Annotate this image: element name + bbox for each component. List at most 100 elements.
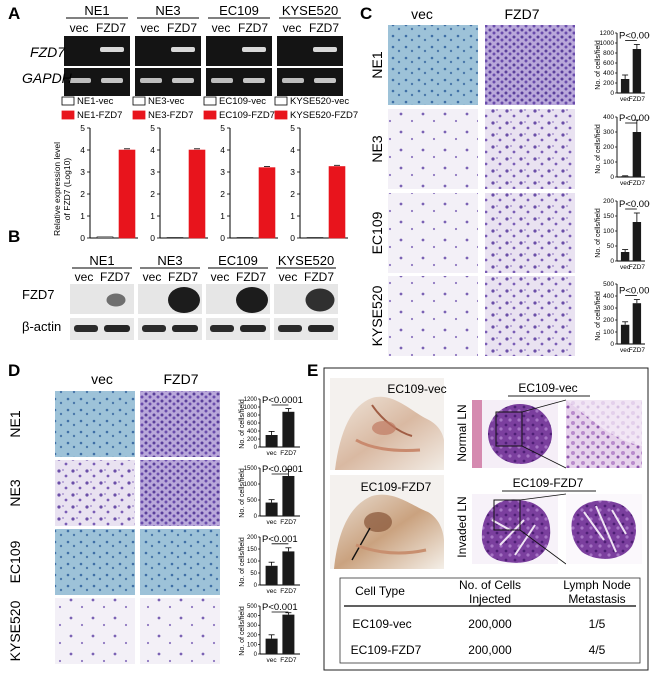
panel-d-image-fzd7 <box>140 391 220 457</box>
small-tick-label: 400 <box>603 114 614 121</box>
small-pvalue: P<0.001 <box>262 602 298 613</box>
panel-a-charts: 0 1 2 3 4 5 0 1 2 3 4 5 0 1 2 3 4 5 0 1 2 3 4 5 <box>80 123 348 243</box>
small-cat-label: FZD7 <box>629 347 646 354</box>
small-bar-vec <box>620 79 630 93</box>
legend-entry: KYSE520-FZD7 <box>290 110 358 121</box>
blot-lane-label-vec: vec <box>279 270 298 284</box>
table-cell-r1-c3: 1/5 <box>589 617 606 631</box>
small-tick-label: 300 <box>247 623 258 629</box>
gel-lane-label-fzd7: FZD7 <box>238 21 268 35</box>
panel-a-ylabel-line2: of FZD7 (Log10) <box>62 158 72 221</box>
small-tick-label: 0 <box>254 583 258 589</box>
panel-c-image-fzd7 <box>485 193 575 273</box>
small-pvalue: P<0.001 <box>619 286 650 297</box>
small-tick-label: 400 <box>603 293 614 300</box>
panel-c-row-label: KYSE520 <box>369 285 385 346</box>
small-tick-label: 1000 <box>600 40 615 47</box>
legend-entry: NE3-vec <box>148 96 185 107</box>
panel-d-image-fzd7 <box>140 460 220 526</box>
gel-lane-label-vec: vec <box>283 21 302 35</box>
small-tick-label: 0 <box>610 90 614 97</box>
a-tick-label: 1 <box>220 211 225 221</box>
a-bar-fzd7 <box>118 149 136 239</box>
small-tick-label: 100 <box>603 228 614 235</box>
gel-lane-label-fzd7: FZD7 <box>96 21 126 35</box>
blot-actin-band-vec <box>142 325 166 332</box>
blot-row-label-fzd7: FZD7 <box>22 287 55 302</box>
panel-e-frame <box>323 367 649 671</box>
small-cat-label: FZD7 <box>280 657 297 664</box>
panel-d-col-fzd7: FZD7 <box>164 371 199 387</box>
small-bar-vec <box>620 252 630 261</box>
mouse-photo-fzd7: EC109-FZD7 <box>330 475 444 569</box>
table-cell-r2-c2: 200,000 <box>468 643 512 657</box>
small-bar-vec <box>265 638 278 654</box>
small-cat-label: vec <box>267 450 278 457</box>
panel-d-image-vec <box>55 391 135 457</box>
small-tick-label: 200 <box>603 198 614 205</box>
gel-fzd7-band <box>242 47 266 52</box>
panel-d-row-label: NE1 <box>7 410 23 437</box>
panel-c-image-vec <box>388 193 478 273</box>
panel-c-ylabel: No. of cells/field <box>595 208 602 258</box>
small-tick-label: 0 <box>254 445 258 451</box>
small-bar-vec <box>265 435 278 447</box>
a-bar-fzd7 <box>188 149 206 239</box>
blot-actin-band-fzd7 <box>172 325 198 332</box>
blot-lane-label-vec: vec <box>75 270 94 284</box>
small-bar-vec <box>620 324 630 344</box>
small-tick-label: 0 <box>610 174 614 181</box>
gel-gapdh-band-vec <box>211 78 233 83</box>
small-bar-vec <box>620 176 630 177</box>
blot-lane-label-fzd7: FZD7 <box>100 270 130 284</box>
a-tick-label: 5 <box>80 123 85 133</box>
small-tick-label: 150 <box>247 547 258 553</box>
legend-entry: EC109-FZD7 <box>219 110 275 121</box>
blot-line-title: EC109 <box>218 253 258 268</box>
table-header-ln-metastasis-2: Metastasis <box>568 592 625 606</box>
panel-c-row-label: EC109 <box>369 211 385 254</box>
a-tick-label: 4 <box>150 145 155 155</box>
blot-row-label-actin: β-actin <box>22 319 61 334</box>
panel-c-col-fzd7: FZD7 <box>505 6 540 22</box>
gel-gapdh-band-vec <box>140 78 162 83</box>
small-tick-label: 200 <box>603 317 614 324</box>
blot-actin-band-vec <box>278 325 302 332</box>
small-cat-label: vec <box>620 347 631 354</box>
a-tick-label: 5 <box>150 123 155 133</box>
gel-line-title: KYSE520 <box>282 3 338 18</box>
ln-section-invaded <box>472 493 642 565</box>
small-tick-label: 200 <box>247 437 258 443</box>
blot-fzd7-band <box>236 287 268 313</box>
small-tick-label: 1000 <box>244 482 258 488</box>
a-tick-label: 5 <box>290 123 295 133</box>
gel-lane-label-vec: vec <box>70 21 89 35</box>
legend-swatch <box>274 96 288 106</box>
a-bar-fzd7 <box>258 167 276 239</box>
gel-gapdh-band-vec <box>282 78 304 83</box>
small-tick-label: 200 <box>603 144 614 151</box>
legend-entry: EC109-vec <box>219 96 266 107</box>
a-tick-label: 0 <box>150 233 155 243</box>
panel-letter-a: A <box>8 4 20 23</box>
blot-actin-band-vec <box>210 325 234 332</box>
blot-lane-label-vec: vec <box>211 270 230 284</box>
small-tick-label: 1500 <box>244 466 258 472</box>
a-bar-fzd7 <box>328 166 346 239</box>
panel-d-ylabel: No. of cells/field <box>239 468 246 518</box>
a-tick-label: 3 <box>150 167 155 177</box>
blot-fzd7-band <box>305 288 335 312</box>
table-header-cell-type: Cell Type <box>355 584 405 598</box>
mouse-photo-label-vec: EC109-vec <box>387 382 446 396</box>
gel-lane-label-fzd7: FZD7 <box>167 21 197 35</box>
panel-c-col-vec: vec <box>411 6 433 22</box>
panel-d-row-label: EC109 <box>7 540 23 583</box>
small-tick-label: 0 <box>610 258 614 265</box>
legend-swatch <box>61 96 75 106</box>
small-tick-label: 200 <box>247 633 258 639</box>
gel-gapdh-band-fzd7 <box>314 78 336 83</box>
blot-fzd7-band <box>106 293 126 307</box>
a-bar-vec <box>96 236 114 239</box>
small-cat-label: vec <box>267 657 278 664</box>
blot-actin-band-fzd7 <box>308 325 334 332</box>
